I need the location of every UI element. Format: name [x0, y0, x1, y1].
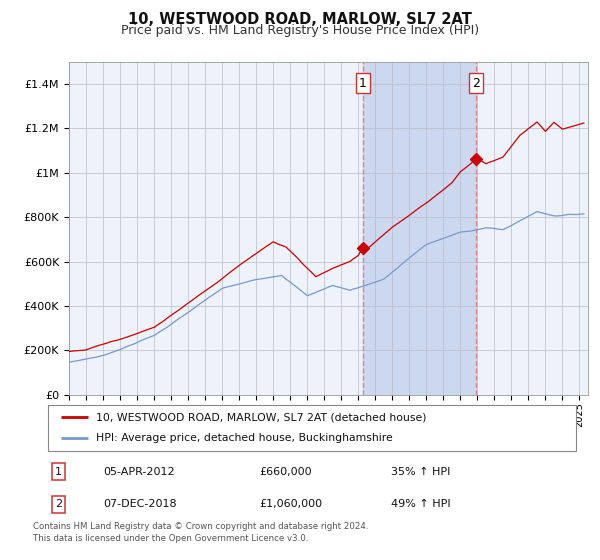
Text: 10, WESTWOOD ROAD, MARLOW, SL7 2AT: 10, WESTWOOD ROAD, MARLOW, SL7 2AT — [128, 12, 472, 27]
Text: £660,000: £660,000 — [259, 467, 312, 477]
Text: 1: 1 — [55, 467, 62, 477]
Text: HPI: Average price, detached house, Buckinghamshire: HPI: Average price, detached house, Buck… — [95, 433, 392, 444]
Text: 2: 2 — [472, 77, 480, 90]
Text: Price paid vs. HM Land Registry's House Price Index (HPI): Price paid vs. HM Land Registry's House … — [121, 24, 479, 37]
Text: 10, WESTWOOD ROAD, MARLOW, SL7 2AT (detached house): 10, WESTWOOD ROAD, MARLOW, SL7 2AT (deta… — [95, 412, 426, 422]
Text: 1: 1 — [359, 77, 367, 90]
Text: Contains HM Land Registry data © Crown copyright and database right 2024.
This d: Contains HM Land Registry data © Crown c… — [33, 522, 368, 543]
Text: 05-APR-2012: 05-APR-2012 — [103, 467, 175, 477]
Text: £1,060,000: £1,060,000 — [259, 500, 322, 510]
Text: 2: 2 — [55, 500, 62, 510]
Bar — [363, 62, 476, 395]
Text: 07-DEC-2018: 07-DEC-2018 — [103, 500, 177, 510]
Text: 35% ↑ HPI: 35% ↑ HPI — [391, 467, 451, 477]
Text: 49% ↑ HPI: 49% ↑ HPI — [391, 500, 451, 510]
